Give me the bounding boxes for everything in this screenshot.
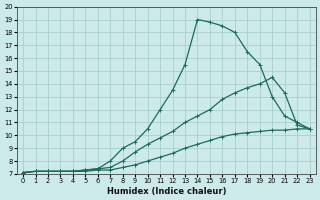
- X-axis label: Humidex (Indice chaleur): Humidex (Indice chaleur): [107, 187, 226, 196]
